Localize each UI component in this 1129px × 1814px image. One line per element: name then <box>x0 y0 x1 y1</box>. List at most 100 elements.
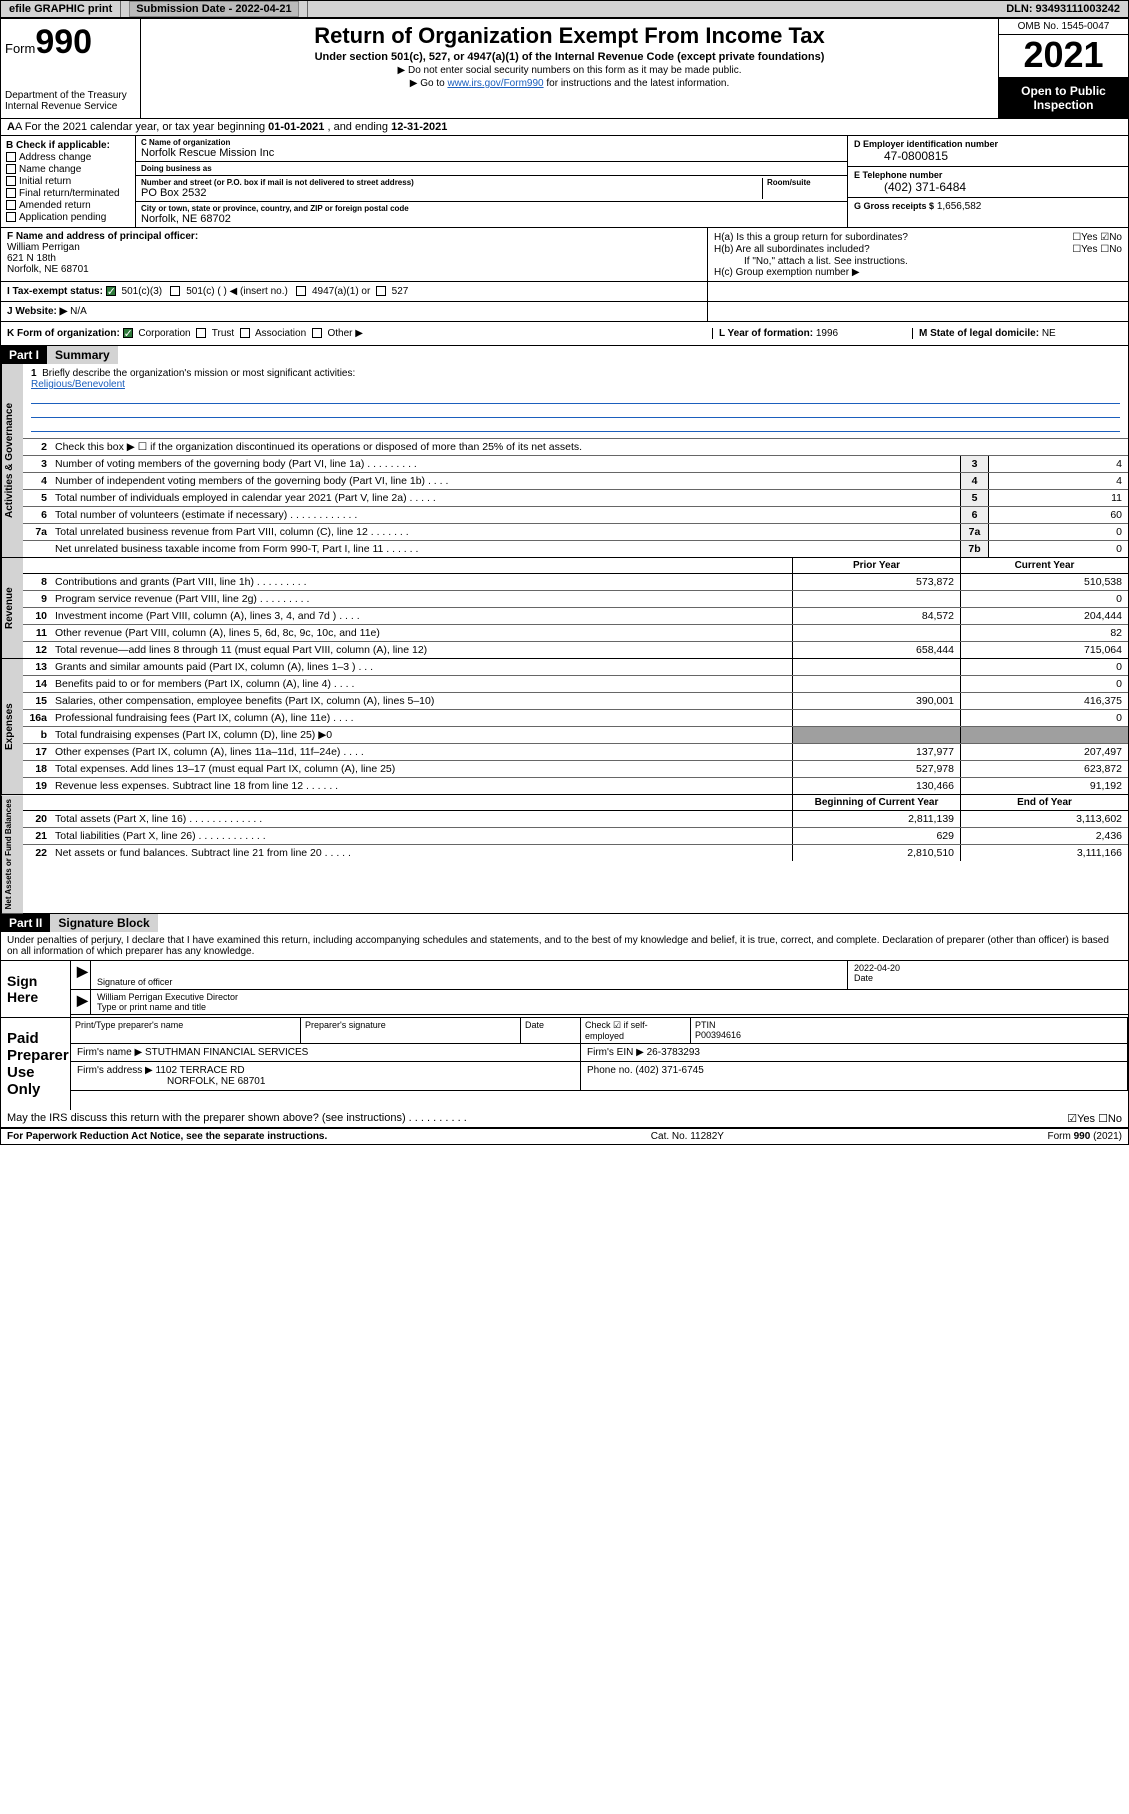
org-name: Norfolk Rescue Mission Inc <box>141 147 842 159</box>
part-2-header: Part IISignature Block <box>1 914 1128 932</box>
chk-corporation[interactable] <box>123 328 133 338</box>
chk-501c3[interactable] <box>106 286 116 296</box>
officer-name: William Perrigan Executive Director <box>97 992 238 1002</box>
chk-other[interactable] <box>312 328 322 338</box>
section-bcd: B Check if applicable: Address change Na… <box>1 136 1128 228</box>
chk-name-change[interactable]: Name change <box>6 164 130 175</box>
col-headers-revenue: Prior Year Current Year <box>23 558 1128 574</box>
ha-answer: ☐Yes ☑No <box>1072 232 1122 243</box>
note-goto: ▶ Go to www.irs.gov/Form990 for instruct… <box>147 78 992 89</box>
part1-expenses: Expenses 13Grants and similar amounts pa… <box>1 659 1128 795</box>
form-990: Form990 Department of the Treasury Inter… <box>0 18 1129 1145</box>
part1-net-assets: Net Assets or Fund Balances Beginning of… <box>1 795 1128 914</box>
part1-governance: Activities & Governance 1 Briefly descri… <box>1 364 1128 558</box>
summary-line: 16aProfessional fundraising fees (Part I… <box>23 710 1128 727</box>
tax-year: 2021 <box>999 35 1128 78</box>
summary-line: 14Benefits paid to or for members (Part … <box>23 676 1128 693</box>
chk-association[interactable] <box>240 328 250 338</box>
arrow-icon: ▶ <box>77 992 88 1008</box>
row-i-tax-status: I Tax-exempt status: 501(c)(3) 501(c) ( … <box>1 282 1128 302</box>
chk-trust[interactable] <box>196 328 206 338</box>
vtab-net-assets: Net Assets or Fund Balances <box>1 795 23 913</box>
city-state-zip: Norfolk, NE 68702 <box>141 213 842 225</box>
col-d-ein: D Employer identification number 47-0800… <box>848 136 1128 227</box>
page-footer: For Paperwork Reduction Act Notice, see … <box>1 1128 1128 1144</box>
signature-declaration: Under penalties of perjury, I declare th… <box>1 932 1128 960</box>
summary-line: 20Total assets (Part X, line 16) . . . .… <box>23 811 1128 828</box>
top-toolbar: efile GRAPHIC print Submission Date - 20… <box>0 0 1129 18</box>
group-return: H(a) Is this a group return for subordin… <box>708 228 1128 281</box>
ein: 47-0800815 <box>854 149 1122 163</box>
part1-revenue: Revenue Prior Year Current Year 8Contrib… <box>1 558 1128 659</box>
chk-527[interactable] <box>376 286 386 296</box>
summary-line: 11Other revenue (Part VIII, column (A), … <box>23 625 1128 642</box>
dln-label: DLN: 93493111003242 <box>998 1 1128 17</box>
firm-ein: 26-3783293 <box>647 1047 700 1058</box>
irs-label: Internal Revenue Service <box>5 101 136 112</box>
irs-link[interactable]: www.irs.gov/Form990 <box>447 78 543 89</box>
chk-final-return[interactable]: Final return/terminated <box>6 188 130 199</box>
part-1-header: Part ISummary <box>1 346 1128 364</box>
summary-line: 4Number of independent voting members of… <box>23 473 1128 490</box>
summary-line: 15Salaries, other compensation, employee… <box>23 693 1128 710</box>
paid-preparer-block: Paid Preparer Use Only Print/Type prepar… <box>1 1017 1128 1110</box>
year-formation: 1996 <box>816 328 838 339</box>
form-number: 990 <box>35 23 92 61</box>
submission-date-button[interactable]: Submission Date - 2022-04-21 <box>129 1 298 17</box>
chk-4947[interactable] <box>296 286 306 296</box>
col-headers-net: Beginning of Current Year End of Year <box>23 795 1128 811</box>
col-b-checkboxes: B Check if applicable: Address change Na… <box>1 136 136 227</box>
efile-label: efile GRAPHIC print <box>1 1 121 17</box>
street-address: PO Box 2532 <box>141 187 762 199</box>
summary-line: 17Other expenses (Part IX, column (A), l… <box>23 744 1128 761</box>
hb-answer: ☐Yes ☐No <box>1072 244 1122 255</box>
discuss-answer: ☑Yes ☐No <box>1067 1112 1122 1125</box>
chk-address-change[interactable]: Address change <box>6 152 130 163</box>
open-inspection: Open to Public Inspection <box>999 78 1128 118</box>
firm-phone: (402) 371-6745 <box>635 1065 703 1076</box>
chk-amended-return[interactable]: Amended return <box>6 200 130 211</box>
firm-address: 1102 TERRACE RD <box>156 1065 245 1076</box>
sig-date: 2022-04-20 <box>854 963 900 973</box>
summary-line: 9Program service revenue (Part VIII, lin… <box>23 591 1128 608</box>
mission-text[interactable]: Religious/Benevolent <box>31 379 125 390</box>
ptin: P00394616 <box>695 1030 741 1040</box>
summary-line: 19Revenue less expenses. Subtract line 1… <box>23 778 1128 794</box>
summary-line: 18Total expenses. Add lines 13–17 (must … <box>23 761 1128 778</box>
header-right: OMB No. 1545-0047 2021 Open to Public In… <box>998 19 1128 118</box>
vtab-governance: Activities & Governance <box>1 364 23 557</box>
row-a-taxyear: AA For the 2021 calendar year, or tax ye… <box>1 119 1128 136</box>
summary-line: Net unrelated business taxable income fr… <box>23 541 1128 557</box>
firm-name: STUTHMAN FINANCIAL SERVICES <box>145 1047 308 1058</box>
section-fh: F Name and address of principal officer:… <box>1 228 1128 282</box>
chk-501c[interactable] <box>170 286 180 296</box>
form-header: Form990 Department of the Treasury Inter… <box>1 19 1128 119</box>
discuss-with-preparer: May the IRS discuss this return with the… <box>1 1110 1128 1128</box>
telephone: (402) 371-6484 <box>854 180 1122 194</box>
header-mid: Return of Organization Exempt From Incom… <box>141 19 998 118</box>
form-subtitle: Under section 501(c), 527, or 4947(a)(1)… <box>147 51 992 63</box>
mission-block: 1 Briefly describe the organization's mi… <box>23 364 1128 438</box>
vtab-expenses: Expenses <box>1 659 23 794</box>
summary-line: 21Total liabilities (Part X, line 26) . … <box>23 828 1128 845</box>
row-j-website: J Website: ▶ N/A <box>1 302 1128 322</box>
chk-application-pending[interactable]: Application pending <box>6 212 130 223</box>
chk-initial-return[interactable]: Initial return <box>6 176 130 187</box>
summary-line: 7aTotal unrelated business revenue from … <box>23 524 1128 541</box>
dept-treasury: Department of the Treasury <box>5 90 136 101</box>
summary-line: bTotal fundraising expenses (Part IX, co… <box>23 727 1128 744</box>
row-k-form-org: K Form of organization: Corporation Trus… <box>1 322 1128 346</box>
summary-line: 3Number of voting members of the governi… <box>23 456 1128 473</box>
vtab-revenue: Revenue <box>1 558 23 658</box>
col-c-orginfo: C Name of organization Norfolk Rescue Mi… <box>136 136 848 227</box>
summary-line: 12Total revenue—add lines 8 through 11 (… <box>23 642 1128 658</box>
summary-line: 13Grants and similar amounts paid (Part … <box>23 659 1128 676</box>
state-domicile: NE <box>1042 328 1056 339</box>
form-title: Return of Organization Exempt From Incom… <box>147 23 992 49</box>
summary-line: 10Investment income (Part VIII, column (… <box>23 608 1128 625</box>
note-ssn: ▶ Do not enter social security numbers o… <box>147 65 992 76</box>
arrow-icon: ▶ <box>77 963 88 979</box>
sign-here-block: Sign Here ▶ Signature of officer 2022-04… <box>1 960 1128 1017</box>
header-left: Form990 Department of the Treasury Inter… <box>1 19 141 118</box>
gross-receipts: 1,656,582 <box>937 201 982 212</box>
